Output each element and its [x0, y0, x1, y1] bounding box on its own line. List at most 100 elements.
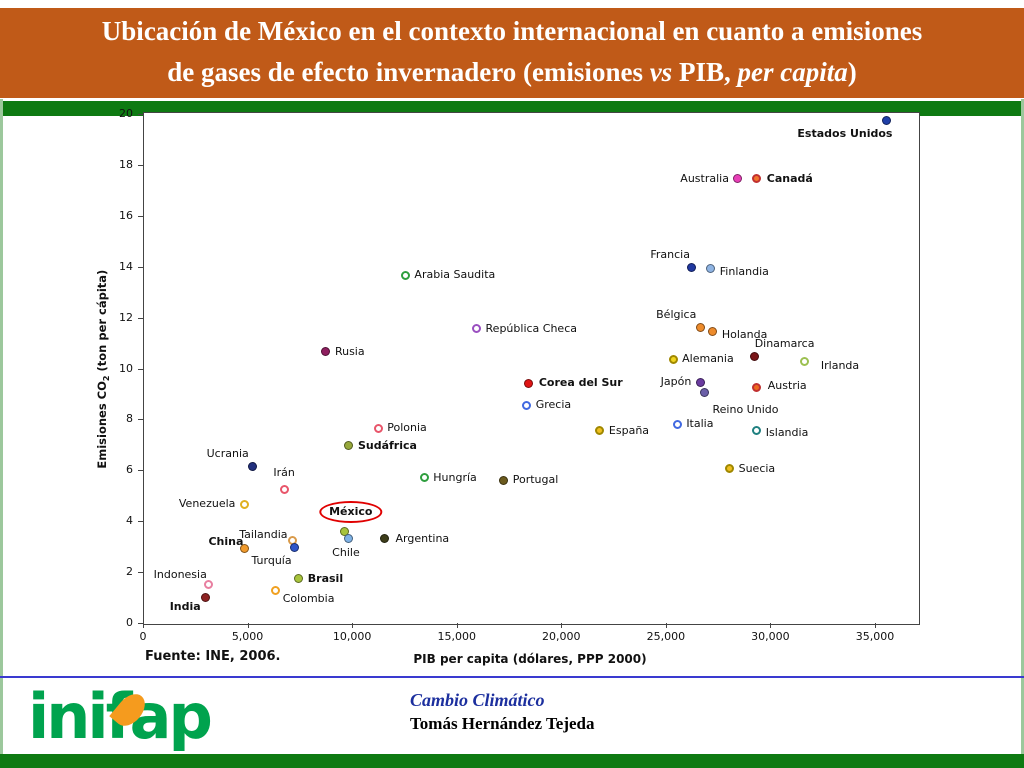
point-dinamarca[interactable]: [750, 352, 760, 362]
point-italia[interactable]: [672, 419, 682, 429]
y-tick-mark: [138, 266, 143, 268]
point-hungria[interactable]: [419, 473, 429, 483]
label-dinamarca: Dinamarca: [754, 336, 815, 350]
label-suecia: Suecia: [738, 461, 776, 475]
label-sudafrica: Sudáfrica: [357, 438, 417, 452]
x-tick-label: 30,000: [751, 630, 790, 643]
point-ucrania[interactable]: [248, 461, 258, 471]
point-iran[interactable]: [279, 484, 289, 494]
x-tick-mark: [561, 623, 563, 628]
y-tick-label: 14: [119, 259, 133, 273]
y-axis-title: Emisiones CO2 (ton per cápita): [94, 269, 112, 469]
point-espana[interactable]: [595, 426, 605, 436]
point-francia[interactable]: [687, 263, 697, 273]
program-title: Cambio Climático: [410, 690, 545, 710]
label-polonia: Polonia: [387, 421, 427, 435]
point-estados-unidos[interactable]: [881, 115, 891, 125]
y-tick-mark: [138, 317, 143, 319]
point-suecia[interactable]: [725, 464, 735, 474]
label-rusia: Rusia: [334, 344, 365, 358]
point-argentina[interactable]: [380, 534, 389, 544]
label-italia: Italia: [686, 417, 714, 431]
point-venezuela[interactable]: [239, 499, 249, 509]
point-corea-del-sur[interactable]: [524, 378, 534, 388]
label-finlandia: Finlandia: [719, 264, 769, 278]
y-tick-mark: [138, 164, 143, 166]
y-tick-mark: [138, 623, 143, 624]
label-brasil: Brasil: [307, 572, 344, 586]
label-argentina: Argentina: [395, 531, 450, 545]
point-arabia-saudita[interactable]: [400, 270, 410, 280]
x-tick-mark: [247, 623, 249, 628]
left-edge-border: [0, 99, 3, 768]
bottom-green-bar: [0, 754, 1024, 768]
point-belgica[interactable]: [695, 323, 705, 332]
x-tick-label: 20,000: [542, 630, 581, 643]
x-tick-label: 10,000: [332, 630, 372, 643]
x-tick-mark: [143, 623, 144, 628]
label-portugal: Portugal: [512, 473, 559, 487]
point-polonia[interactable]: [373, 423, 383, 433]
y-tick-label: 4: [126, 514, 133, 528]
point-brasil[interactable]: [294, 573, 304, 583]
point-islandia[interactable]: [752, 426, 762, 436]
label-espana: España: [608, 423, 650, 437]
y-tick-mark: [138, 521, 143, 523]
y-tick-label: 6: [126, 463, 133, 477]
y-tick-label: 2: [126, 565, 133, 579]
point-canada[interactable]: [752, 174, 762, 184]
point-finlandia[interactable]: [706, 264, 716, 274]
point-india[interactable]: [201, 592, 211, 602]
point-alemania[interactable]: [668, 354, 678, 364]
x-tick-mark: [770, 623, 772, 628]
y-tick-label: 20: [119, 107, 133, 120]
footer-text-block: Cambio Climático Tomás Hernández Tejeda: [410, 688, 595, 736]
title-line-1: Ubicación de México en el contexto inter…: [101, 16, 923, 46]
point-rusia[interactable]: [321, 347, 331, 357]
point-colombia[interactable]: [271, 586, 281, 596]
point-portugal[interactable]: [499, 475, 509, 485]
label-irlanda: Irlanda: [820, 358, 860, 372]
x-tick-label: 35,000: [855, 630, 895, 643]
point-china[interactable]: [239, 544, 249, 554]
point-japon[interactable]: [695, 377, 705, 387]
point-holanda[interactable]: [708, 326, 718, 336]
point-indonesia[interactable]: [204, 580, 214, 590]
point-australia[interactable]: [733, 174, 743, 184]
footer-divider-line: [0, 676, 1024, 678]
label-chile: Chile: [332, 545, 360, 559]
label-canada: Canadá: [766, 171, 813, 185]
x-tick-label: 0: [139, 630, 147, 643]
y-tick-mark: [138, 419, 143, 421]
point-austria[interactable]: [752, 382, 762, 392]
label-mexico: México: [319, 501, 383, 524]
label-ucrania: Ucrania: [206, 447, 249, 461]
label-hungria: Hungría: [433, 470, 477, 484]
x-tick-mark: [665, 623, 667, 628]
y-tick-label: 16: [119, 208, 133, 222]
label-alemania: Alemania: [682, 352, 734, 366]
point-republica-checa[interactable]: [472, 324, 482, 334]
point-grecia[interactable]: [522, 400, 532, 410]
y-tick-mark: [138, 215, 143, 217]
label-tailandia: Tailandia: [239, 528, 288, 541]
label-corea-del-sur: Corea del Sur: [538, 376, 623, 390]
point-turquia[interactable]: [290, 543, 300, 553]
x-tick-mark: [352, 623, 354, 628]
y-tick-mark: [138, 114, 143, 115]
label-venezuela: Venezuela: [178, 497, 236, 511]
label-colombia: Colombia: [282, 591, 335, 605]
y-tick-label: 8: [126, 412, 133, 426]
point-chile[interactable]: [344, 534, 354, 544]
x-tick-mark: [456, 623, 458, 628]
point-reino-unido[interactable]: [700, 387, 709, 397]
label-iran: Irán: [273, 466, 295, 480]
label-reino-unido: Reino Unido: [712, 403, 779, 417]
label-indonesia: Indonesia: [153, 567, 207, 581]
point-irlanda[interactable]: [800, 357, 810, 367]
point-sudafrica[interactable]: [344, 441, 354, 451]
label-holanda: Holanda: [721, 328, 768, 342]
label-china: China: [208, 534, 244, 548]
right-edge-border: [1021, 99, 1024, 768]
